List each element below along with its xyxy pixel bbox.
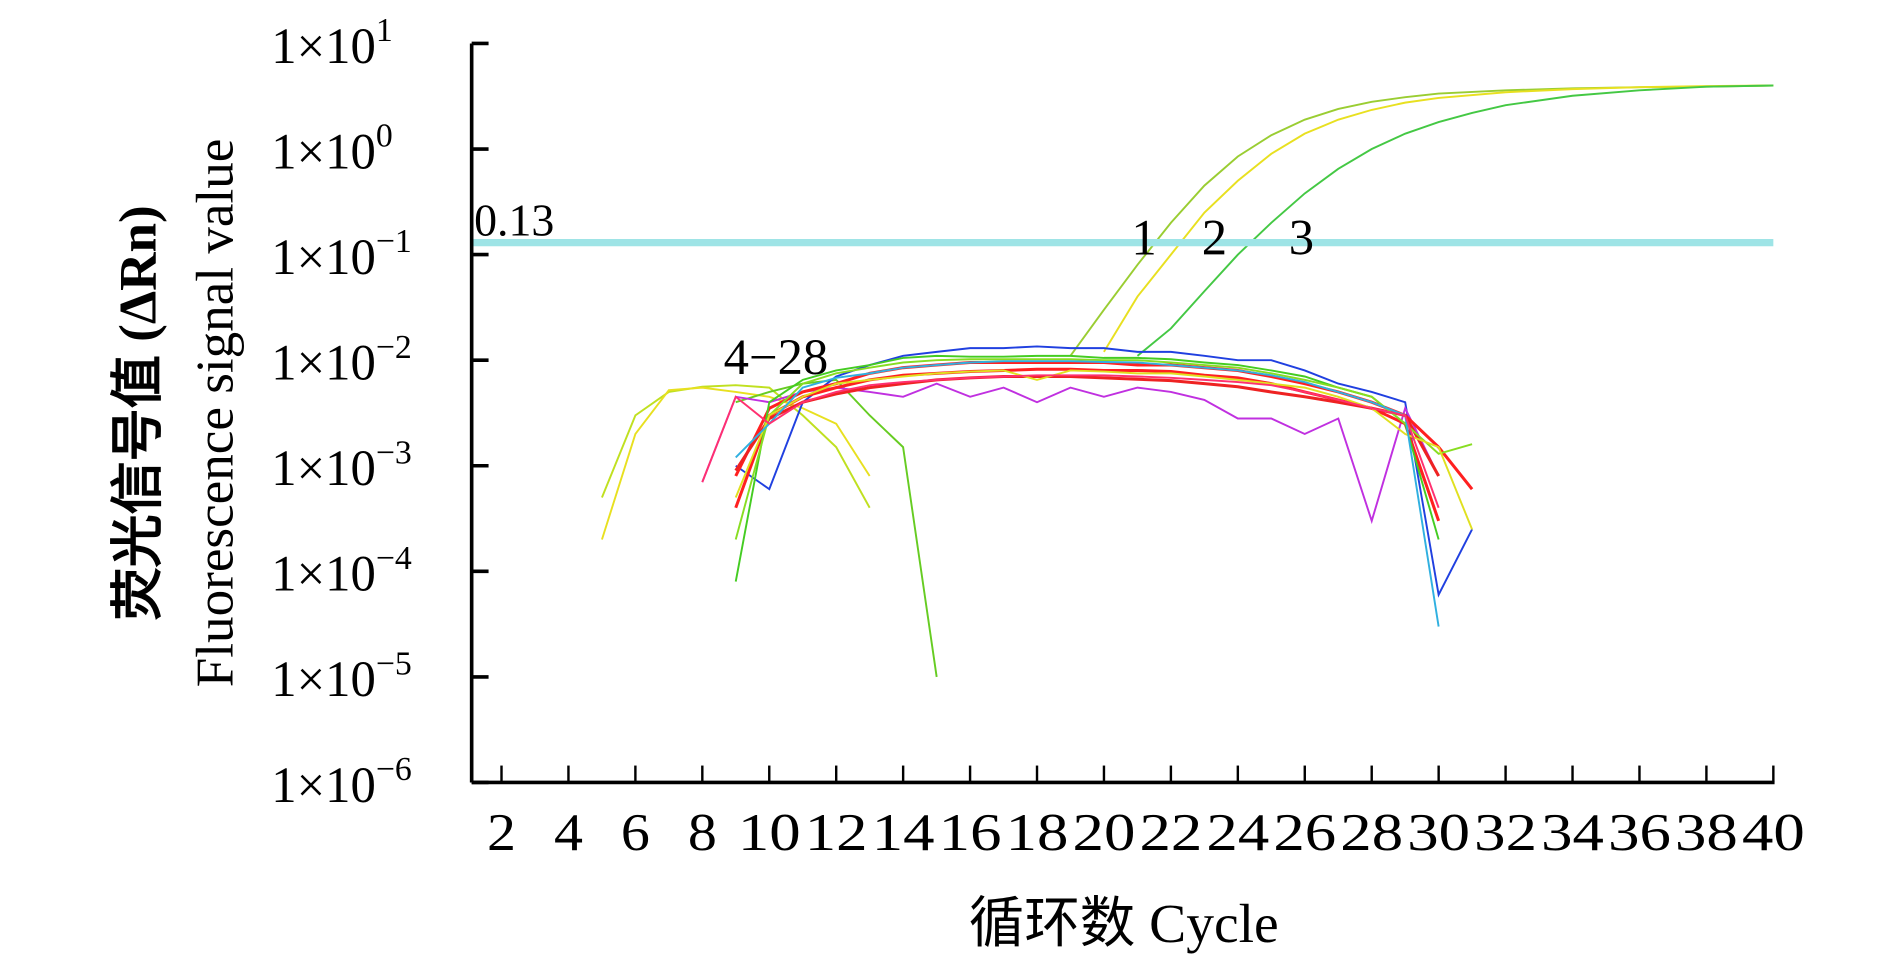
series-line-3 <box>1136 84 1774 357</box>
annotation-label: 1 <box>1131 209 1156 265</box>
x-tick-label: 4 <box>554 804 583 862</box>
y-axis-label-cn: 荧光信号值 (ΔRn) <box>108 205 167 620</box>
y-tick-base: 1×10 <box>271 229 376 285</box>
y-tick-base: 1×10 <box>271 757 376 813</box>
series-line-6 <box>735 378 938 678</box>
series-layer <box>601 84 1774 678</box>
y-tick-exponent: −5 <box>376 645 412 682</box>
series-line-14 <box>734 369 1473 530</box>
x-axis-label: 循环数 Cycle <box>969 894 1279 955</box>
y-tick-label: 1×100 <box>271 118 393 180</box>
series-line-13 <box>734 358 1473 540</box>
y-tick-label: 1×10−4 <box>271 540 412 602</box>
x-tick-label: 40 <box>1742 804 1805 862</box>
series-line-8 <box>701 382 1440 525</box>
y-tick-exponent: −3 <box>376 434 412 471</box>
y-ticks: 1×1011×1001×10−11×10−21×10−31×10−41×10−5… <box>271 12 489 813</box>
series-line-5 <box>601 386 871 540</box>
x-tick-label: 24 <box>1206 804 1269 862</box>
y-tick-exponent: −6 <box>376 751 412 788</box>
series-line-9 <box>734 360 1474 491</box>
x-tick-label: 30 <box>1407 804 1470 862</box>
x-tick-label: 34 <box>1541 804 1604 862</box>
y-tick-label: 1×10−5 <box>271 645 412 707</box>
y-tick-base: 1×10 <box>271 18 376 74</box>
series-line-12 <box>734 354 1440 582</box>
x-tick-label: 20 <box>1073 804 1136 862</box>
y-tick-exponent: −2 <box>376 329 412 366</box>
y-tick-exponent: −4 <box>376 540 412 577</box>
y-tick-base: 1×10 <box>271 651 376 707</box>
annotation-label: 3 <box>1289 209 1314 265</box>
series-line-15 <box>735 360 1440 627</box>
x-tick-label: 8 <box>688 804 717 862</box>
series-line-11 <box>734 374 1440 477</box>
x-tick-label: 28 <box>1340 804 1403 862</box>
y-tick-base: 1×10 <box>271 334 376 390</box>
y-tick-base: 1×10 <box>271 123 376 179</box>
annotation-label: 2 <box>1202 209 1227 265</box>
y-tick-label: 1×10−2 <box>271 329 412 391</box>
y-tick-label: 1×101 <box>271 12 393 74</box>
x-tick-label: 14 <box>872 804 935 862</box>
y-tick-exponent: 1 <box>376 12 393 49</box>
y-axis-label-en: Fluorescence signal value <box>187 139 245 688</box>
series-line-7 <box>735 345 1473 598</box>
annotation-label: 4−28 <box>724 329 829 385</box>
x-tick-label: 32 <box>1474 804 1537 862</box>
series-line-16 <box>701 374 1440 509</box>
x-tick-label: 22 <box>1140 804 1203 862</box>
y-tick-base: 1×10 <box>271 546 376 602</box>
y-tick-exponent: 0 <box>376 118 393 155</box>
y-tick-label: 1×10−6 <box>271 751 412 813</box>
x-ticks: 2 4 6 8 10 12 14 16 18 20 22 24 26 28 30 32 34 36 38 40 <box>487 765 1805 862</box>
x-tick-label: 12 <box>805 804 868 862</box>
x-tick-label: 16 <box>939 804 1002 862</box>
x-tick-label: 10 <box>738 804 801 862</box>
series-line-2 <box>1103 84 1774 353</box>
threshold-label: 0.13 <box>474 194 554 245</box>
y-tick-base: 1×10 <box>271 440 376 496</box>
x-tick-label: 38 <box>1675 804 1738 862</box>
x-tick-label: 26 <box>1273 804 1336 862</box>
x-tick-label: 18 <box>1006 804 1069 862</box>
x-tick-label: 6 <box>621 804 650 862</box>
series-line-1 <box>1069 84 1774 357</box>
x-tick-label: 2 <box>487 804 516 862</box>
series-line-4 <box>601 384 871 509</box>
annotations: 1 2 3 4−28 <box>724 209 1314 385</box>
y-tick-exponent: −1 <box>376 223 412 260</box>
y-tick-label: 1×10−3 <box>271 434 412 496</box>
y-tick-label: 1×10−1 <box>271 223 412 285</box>
x-tick-label: 36 <box>1608 804 1671 862</box>
